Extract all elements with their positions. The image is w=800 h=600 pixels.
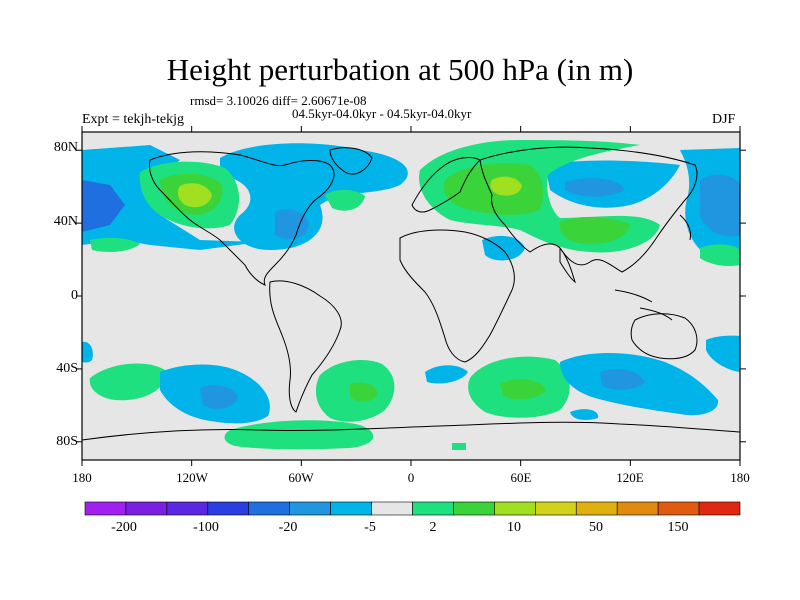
lon-label-180e: 180	[730, 470, 750, 485]
colorbar-swatch	[166, 501, 209, 516]
colorbar-label: 10	[507, 520, 521, 535]
axis-ticks	[76, 126, 746, 466]
anomaly-pos-antarctic-small	[452, 443, 466, 450]
anomaly-neg-antarctic-patch	[570, 409, 599, 420]
colorbar-label: -5	[364, 520, 376, 535]
colorbar-swatch	[371, 501, 413, 516]
anomaly-neg-south-pacific-far	[82, 341, 93, 363]
colorbar-label: -20	[278, 520, 298, 535]
anomaly-neg-north-america-dark	[275, 209, 309, 240]
stats-subtitle: rmsd= 3.10026 diff= 2.60671e-08	[190, 93, 367, 108]
lat-label-80n: 80N	[53, 140, 78, 155]
colorbar-label: -100	[193, 520, 219, 535]
colorbar-label: -200	[111, 520, 137, 535]
anomaly-neg-west-pacific-dark	[700, 174, 740, 237]
map-field	[82, 132, 740, 460]
colorbar-swatch	[207, 501, 250, 516]
colorbar-swatch	[412, 501, 454, 516]
coast-africa	[399, 229, 515, 363]
periods-subtitle: 04.5kyr-04.0kyr - 04.5kyr-04.0kyr	[292, 106, 472, 121]
colorbar-swatch	[84, 501, 127, 516]
anomaly-neg-asia-rim	[565, 178, 625, 197]
anomaly-neg-north-america	[220, 143, 408, 250]
coast-greenland	[329, 147, 373, 175]
coast-north-america	[149, 151, 335, 286]
coast-asia	[479, 146, 698, 273]
anomaly-neg-south-pacific-east	[706, 335, 740, 372]
colorbar-swatch	[698, 501, 741, 516]
lon-label-60e: 60E	[510, 470, 532, 485]
colorbar-swatch	[125, 501, 168, 516]
coast-indonesia	[614, 289, 673, 321]
anomaly-neg-south-indian-dark	[600, 369, 645, 390]
anomaly-pos-north-pacific-east	[700, 244, 740, 267]
anomaly-pos-subtropics-pacific	[90, 237, 140, 252]
anomaly-neg-north-pacific-west	[82, 145, 260, 250]
lat-label-eq: 0	[71, 288, 78, 303]
colorbar-swatch	[330, 501, 372, 516]
lon-label-120e: 120E	[616, 470, 644, 485]
anomaly-pos-north-america-core	[177, 183, 212, 208]
anomaly-pos-south-pacific-west	[89, 363, 168, 401]
chart-title: Height perturbation at 500 hPa (in m)	[166, 52, 634, 87]
season-label: DJF	[712, 112, 736, 127]
anomaly-pos-north-atlantic	[325, 189, 365, 211]
colorbar-swatch	[248, 501, 290, 516]
anomaly-pos-east-asia	[559, 216, 630, 245]
colorbar-swatch	[657, 501, 700, 516]
lat-label-80s: 80S	[56, 434, 78, 449]
colorbar-swatch	[575, 501, 618, 516]
coast-india	[559, 246, 576, 284]
lat-label-40s: 40S	[56, 361, 78, 376]
experiment-label: Expt = tekjh-tekjg	[82, 112, 184, 127]
colorbar-swatch	[494, 501, 536, 516]
coast-australia	[630, 313, 698, 360]
lon-label-180w: 180	[72, 470, 92, 485]
anomaly-pos-eurasia-core	[490, 176, 522, 196]
coastlines	[82, 146, 740, 441]
colorbar-swatch	[453, 501, 495, 516]
anomaly-neg-south-pacific-dark	[200, 385, 238, 410]
coast-europe	[411, 157, 481, 213]
colorbar-label: 50	[589, 520, 603, 535]
colorbar-swatch	[616, 501, 659, 516]
anomaly-pos-south-indian-mid	[500, 379, 546, 400]
lat-label-40n: 40N	[53, 214, 78, 229]
anomaly-neg-south-atlantic-east	[425, 365, 468, 384]
coast-south-america	[269, 280, 342, 413]
colorbar-swatch	[289, 501, 331, 516]
coast-japan	[679, 214, 691, 241]
anomaly-pos-antarctica	[224, 420, 374, 450]
lon-label-60w: 60W	[288, 470, 314, 485]
lon-label-0: 0	[407, 470, 415, 485]
colorbar-label: 150	[667, 520, 689, 535]
lon-label-120w: 120W	[176, 470, 208, 485]
anomaly-pos-south-atlantic-mid	[350, 382, 378, 402]
anomaly-neg-north-pacific-dark	[82, 180, 125, 232]
colorbar-label: 2	[429, 520, 437, 535]
coast-antarctica	[82, 421, 740, 441]
colorbar-swatch	[535, 501, 577, 516]
colorbar	[84, 501, 741, 516]
